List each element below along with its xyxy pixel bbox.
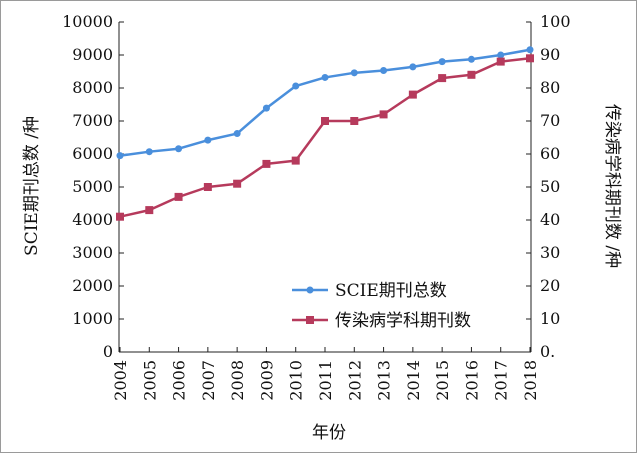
series-line-0: [119, 48, 531, 157]
legend-label-infectious: 传染病学科期刊数: [335, 311, 471, 331]
right-y-ticks: 0. 10 20 30 40 50 60 70 80 90 100: [526, 12, 571, 361]
right-y-tick-label: 40: [540, 210, 560, 229]
left-y-axis-title: SCIE期刊总数 /种: [22, 116, 42, 256]
x-tick-label: 2007: [199, 360, 218, 401]
series-layer: [116, 46, 534, 221]
data-point-1: [438, 74, 447, 83]
right-y-tick-label: 20: [540, 276, 560, 295]
data-point-1: [496, 57, 505, 66]
x-tick-label: 2009: [257, 360, 276, 401]
data-point-1: [233, 179, 242, 188]
x-tick-label: 2017: [492, 360, 511, 401]
left-y-tick-label: 6000: [72, 144, 113, 163]
left-y-tick-label: 0: [103, 342, 113, 361]
data-point-1: [291, 156, 300, 165]
x-tick-label: 2018: [521, 360, 540, 401]
legend: SCIE期刊总数 传染病学科期刊数: [292, 281, 471, 331]
data-point-0: [116, 152, 124, 160]
x-tick-label: 2004: [111, 360, 130, 401]
right-y-tick-label: 90: [540, 45, 560, 64]
x-tick-label: 2005: [140, 360, 159, 401]
data-point-1: [116, 212, 124, 221]
left-y-tick-label: 3000: [72, 243, 113, 262]
data-point-0: [145, 148, 153, 156]
x-tick-label: 2013: [375, 360, 394, 401]
data-point-0: [175, 145, 183, 153]
right-y-tick-label: 60: [540, 144, 560, 163]
data-point-1: [174, 192, 183, 201]
left-y-tick-label: 2000: [72, 276, 113, 295]
x-tick-label: 2016: [462, 360, 481, 401]
left-y-tick-label: 5000: [72, 177, 113, 196]
left-y-ticks: 0 1000 2000 3000 4000 5000 6000 7000 8000 9000 100…: [62, 12, 124, 361]
data-point-0: [497, 51, 505, 59]
left-y-tick-label: 10000: [62, 12, 113, 31]
data-point-0: [467, 55, 475, 63]
left-y-tick-label: 4000: [72, 210, 113, 229]
left-y-tick-label: 7000: [72, 111, 113, 130]
right-y-tick-label: 30: [540, 243, 560, 262]
right-y-axis-title: 传染病学科期刊数 /种: [602, 104, 622, 268]
x-ticks: 2004 2005 2006 2007 2008 2009 2010 2011 2012 2013…: [111, 347, 540, 401]
x-tick-label: 2010: [287, 360, 306, 401]
data-point-0: [380, 67, 388, 75]
data-point-1: [350, 117, 359, 125]
left-y-tick-label: 1000: [72, 309, 113, 328]
data-point-1: [262, 159, 271, 168]
data-point-0: [262, 104, 270, 112]
data-point-0: [233, 130, 241, 138]
right-y-tick-label: 10: [540, 309, 560, 328]
data-point-1: [379, 110, 388, 119]
data-point-0: [409, 63, 417, 71]
legend-marker-scie: [306, 286, 314, 294]
data-point-1: [408, 90, 417, 99]
x-tick-label: 2012: [345, 360, 364, 401]
data-point-1: [145, 206, 154, 215]
x-tick-label: 2014: [404, 360, 423, 401]
x-axis-title: 年份: [312, 423, 346, 443]
legend-marker-infectious: [306, 316, 314, 324]
data-point-0: [438, 58, 446, 66]
data-point-1: [321, 117, 329, 125]
data-point-1: [467, 70, 476, 79]
legend-label-scie: SCIE期刊总数: [335, 281, 447, 301]
data-point-0: [526, 46, 534, 54]
data-point-0: [204, 136, 212, 144]
right-y-tick-label: 0.: [540, 342, 555, 361]
right-y-tick-label: 50: [540, 177, 560, 196]
data-point-0: [292, 82, 300, 90]
right-y-tick-label: 70: [540, 111, 560, 130]
data-point-1: [526, 54, 534, 63]
left-y-tick-label: 9000: [72, 45, 113, 64]
x-tick-label: 2006: [170, 360, 189, 401]
x-tick-label: 2011: [316, 360, 335, 401]
data-point-0: [321, 73, 329, 81]
left-y-tick-label: 8000: [72, 78, 113, 97]
right-y-tick-label: 100: [540, 12, 571, 31]
data-point-0: [350, 69, 358, 77]
x-tick-label: 2008: [228, 360, 247, 401]
x-tick-label: 2015: [433, 360, 452, 401]
data-point-1: [203, 183, 212, 191]
right-y-tick-label: 80: [540, 78, 560, 97]
